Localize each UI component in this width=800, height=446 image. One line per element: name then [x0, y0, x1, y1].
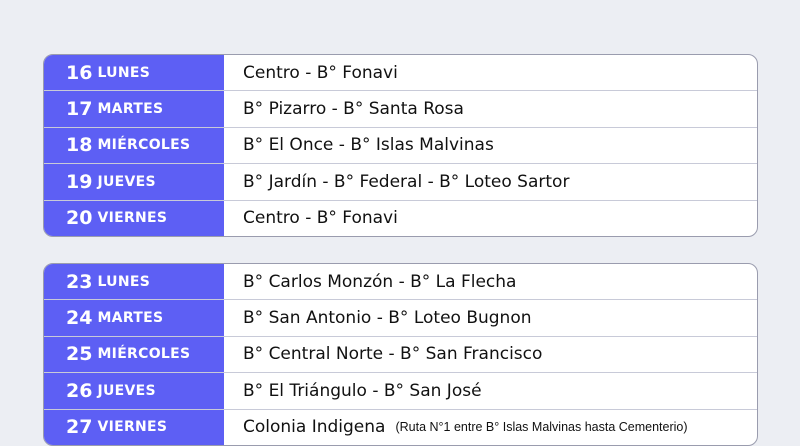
- day-name: VIERNES: [97, 210, 168, 227]
- place-cell: Colonia Indigena (Ruta N°1 entre B° Isla…: [224, 410, 757, 445]
- day-cell: 18 MIÉRCOLES: [44, 127, 224, 164]
- day-name: LUNES: [97, 273, 151, 290]
- day-number: 23: [66, 270, 93, 293]
- day-cell: 26 JUEVES: [44, 373, 224, 409]
- schedule-row: 18 MIÉRCOLES B° El Once - B° Islas Malvi…: [44, 127, 757, 165]
- schedule-row: 17 MARTES B° Pizarro - B° Santa Rosa: [44, 91, 757, 128]
- place-cell: B° El Once - B° Islas Malvinas: [224, 128, 757, 163]
- day-number: 26: [66, 379, 93, 402]
- day-number: 17: [66, 98, 93, 121]
- day-name: JUEVES: [97, 382, 156, 399]
- day-name: MARTES: [97, 101, 164, 118]
- schedule-row: 16 LUNES Centro - B° Fonavi: [44, 55, 757, 92]
- place-text: B° Pizarro - B° Santa Rosa: [243, 99, 464, 120]
- day-cell: 19 JUEVES: [44, 164, 224, 200]
- schedule-table-week-2: 23 LUNES B° Carlos Monzón - B° La Flecha…: [43, 263, 758, 446]
- day-name: MARTES: [97, 310, 164, 327]
- day-cell: 24 MARTES: [44, 300, 224, 336]
- day-number: 16: [66, 61, 93, 84]
- place-text: B° Carlos Monzón - B° La Flecha: [243, 271, 517, 292]
- place-text: B° El Once - B° Islas Malvinas: [243, 135, 494, 156]
- day-number: 18: [66, 134, 93, 157]
- schedule-row: 19 JUEVES B° Jardín - B° Federal - B° Lo…: [44, 164, 757, 201]
- day-number: 27: [66, 416, 93, 439]
- place-text: B° Jardín - B° Federal - B° Loteo Sartor: [243, 171, 570, 192]
- day-cell: 17 MARTES: [44, 91, 224, 127]
- schedule-row: 23 LUNES B° Carlos Monzón - B° La Flecha: [44, 264, 757, 301]
- day-cell: 20 VIERNES: [44, 200, 224, 236]
- place-text: Centro - B° Fonavi: [243, 208, 398, 229]
- place-cell: Centro - B° Fonavi: [224, 55, 757, 90]
- schedule-row: 24 MARTES B° San Antonio - B° Loteo Bugn…: [44, 300, 757, 337]
- day-name: JUEVES: [97, 173, 156, 190]
- place-cell: B° Pizarro - B° Santa Rosa: [224, 91, 757, 126]
- day-name: LUNES: [97, 64, 151, 81]
- place-cell: Centro - B° Fonavi: [224, 201, 757, 236]
- place-note: (Ruta N°1 entre B° Islas Malvinas hasta …: [395, 420, 688, 435]
- day-number: 19: [66, 170, 93, 193]
- schedule-row: 25 MIÉRCOLES B° Central Norte - B° San F…: [44, 336, 757, 374]
- place-cell: B° Jardín - B° Federal - B° Loteo Sartor: [224, 164, 757, 199]
- place-text: B° San Antonio - B° Loteo Bugnon: [243, 308, 532, 329]
- day-cell: 16 LUNES: [44, 55, 224, 91]
- day-name: MIÉRCOLES: [97, 346, 191, 363]
- schedule-row: 27 VIERNES Colonia Indigena (Ruta N°1 en…: [44, 409, 757, 445]
- day-cell: 27 VIERNES: [44, 409, 224, 445]
- schedule-row: 26 JUEVES B° El Triángulo - B° San José: [44, 373, 757, 410]
- place-text: Colonia Indigena: [243, 417, 386, 438]
- schedule-row: 20 VIERNES Centro - B° Fonavi: [44, 200, 757, 236]
- place-cell: B° Carlos Monzón - B° La Flecha: [224, 264, 757, 299]
- day-number: 25: [66, 343, 93, 366]
- place-text: Centro - B° Fonavi: [243, 62, 398, 83]
- place-text: B° Central Norte - B° San Francisco: [243, 344, 543, 365]
- day-name: MIÉRCOLES: [97, 137, 191, 154]
- schedule-table-week-1: 16 LUNES Centro - B° Fonavi 17 MARTES B°…: [43, 54, 758, 237]
- day-name: VIERNES: [97, 419, 168, 436]
- day-number: 24: [66, 307, 93, 330]
- day-cell: 25 MIÉRCOLES: [44, 336, 224, 373]
- place-text: B° El Triángulo - B° San José: [243, 380, 482, 401]
- place-cell: B° San Antonio - B° Loteo Bugnon: [224, 300, 757, 335]
- place-cell: B° El Triángulo - B° San José: [224, 373, 757, 408]
- day-cell: 23 LUNES: [44, 264, 224, 300]
- day-number: 20: [66, 207, 93, 230]
- place-cell: B° Central Norte - B° San Francisco: [224, 337, 757, 372]
